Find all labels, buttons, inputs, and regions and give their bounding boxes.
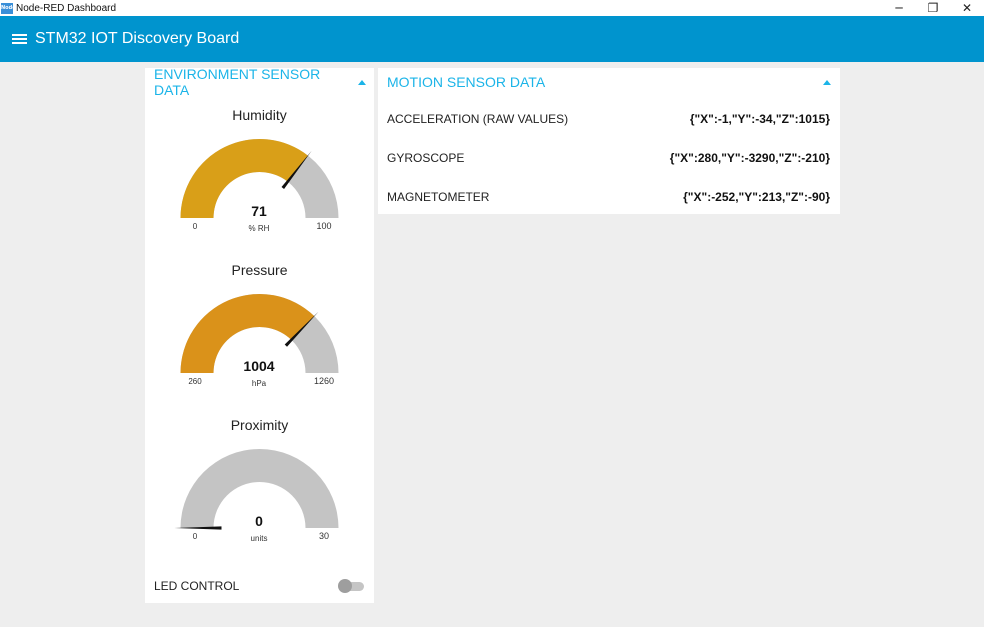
minimize-button[interactable]: ─ xyxy=(895,1,903,15)
gauge-fill xyxy=(180,294,315,373)
gauge-title: Proximity xyxy=(230,417,289,433)
proximity-gauge: Proximity 0 units 0 30 xyxy=(145,410,374,560)
led-control-row: LED CONTROL xyxy=(154,578,364,594)
motion-value: {"X":-1,"Y":-34,"Z":1015} xyxy=(689,112,830,126)
led-control-label: LED CONTROL xyxy=(154,579,240,593)
app-toolbar: STM32 IOT Discovery Board xyxy=(0,16,984,62)
environment-sensor-card: ENVIRONMENT SENSOR DATA Humidity 71 % RH… xyxy=(145,66,374,603)
collapse-caret-icon[interactable] xyxy=(823,79,831,85)
switch-track xyxy=(342,582,364,591)
motion-card-header[interactable]: MOTION SENSOR DATA xyxy=(378,68,840,96)
gauge-units: hPa xyxy=(252,379,267,388)
gauge-max: 1260 xyxy=(314,376,334,386)
magnetometer-row: MAGNETOMETER {"X":-252,"Y":213,"Z":-90} xyxy=(387,189,830,205)
motion-label: ACCELERATION (RAW VALUES) xyxy=(387,112,569,126)
gauge-units: units xyxy=(251,534,268,543)
motion-card-title: MOTION SENSOR DATA xyxy=(387,74,546,90)
gauge-fill xyxy=(180,139,308,218)
gauge-value: 71 xyxy=(251,203,267,219)
acceleration-row: ACCELERATION (RAW VALUES) {"X":-1,"Y":-3… xyxy=(387,111,830,127)
app-title: STM32 IOT Discovery Board xyxy=(35,30,240,47)
window-title: Node-RED Dashboard xyxy=(16,2,117,14)
motion-value: {"X":280,"Y":-3290,"Z":-210} xyxy=(669,151,830,165)
gauge-track xyxy=(180,449,339,528)
app-logo-icon: Node xyxy=(1,2,16,14)
close-button[interactable]: ✕ xyxy=(961,1,973,15)
motion-sensor-card: MOTION SENSOR DATA ACCELERATION (RAW VAL… xyxy=(378,68,840,214)
motion-label: GYROSCOPE xyxy=(387,151,465,165)
gauge-min: 0 xyxy=(193,532,198,541)
gauge-needle xyxy=(281,150,312,189)
gauge-title: Pressure xyxy=(231,262,288,278)
led-control-switch[interactable] xyxy=(338,579,364,593)
gauge-max: 100 xyxy=(316,221,331,231)
gauge-max: 30 xyxy=(319,531,329,541)
window-controls: ─ ❐ ✕ xyxy=(882,0,984,16)
hamburger-menu-icon[interactable] xyxy=(12,33,27,45)
motion-label: MAGNETOMETER xyxy=(387,190,490,204)
gauge-graphic: 0 units 0 30 xyxy=(174,449,339,543)
environment-card-header[interactable]: ENVIRONMENT SENSOR DATA xyxy=(145,66,374,98)
pressure-gauge: Pressure 1004 hPa 260 1260 xyxy=(145,255,374,405)
humidity-gauge: Humidity 71 % RH 0 100 xyxy=(145,100,374,250)
gauge-title: Humidity xyxy=(232,107,287,123)
gauge-needle xyxy=(284,311,319,347)
gauge-needle xyxy=(174,526,222,530)
gauge-value: 0 xyxy=(255,513,263,529)
gyroscope-row: GYROSCOPE {"X":280,"Y":-3290,"Z":-210} xyxy=(387,150,830,166)
motion-value: {"X":-252,"Y":213,"Z":-90} xyxy=(683,190,830,204)
window-titlebar: Node Node-RED Dashboard ─ ❐ ✕ xyxy=(0,0,984,16)
restore-button[interactable]: ❐ xyxy=(927,1,939,15)
gauge-units: % RH xyxy=(249,224,270,233)
gauge-value: 1004 xyxy=(243,358,274,374)
gauge-graphic: 1004 hPa 260 1260 xyxy=(180,294,339,388)
switch-thumb xyxy=(338,579,352,593)
gauge-graphic: 71 % RH 0 100 xyxy=(180,139,339,233)
gauge-min: 260 xyxy=(188,377,202,386)
environment-card-title: ENVIRONMENT SENSOR DATA xyxy=(154,66,321,98)
gauge-min: 0 xyxy=(193,222,198,231)
collapse-caret-icon[interactable] xyxy=(358,79,366,85)
